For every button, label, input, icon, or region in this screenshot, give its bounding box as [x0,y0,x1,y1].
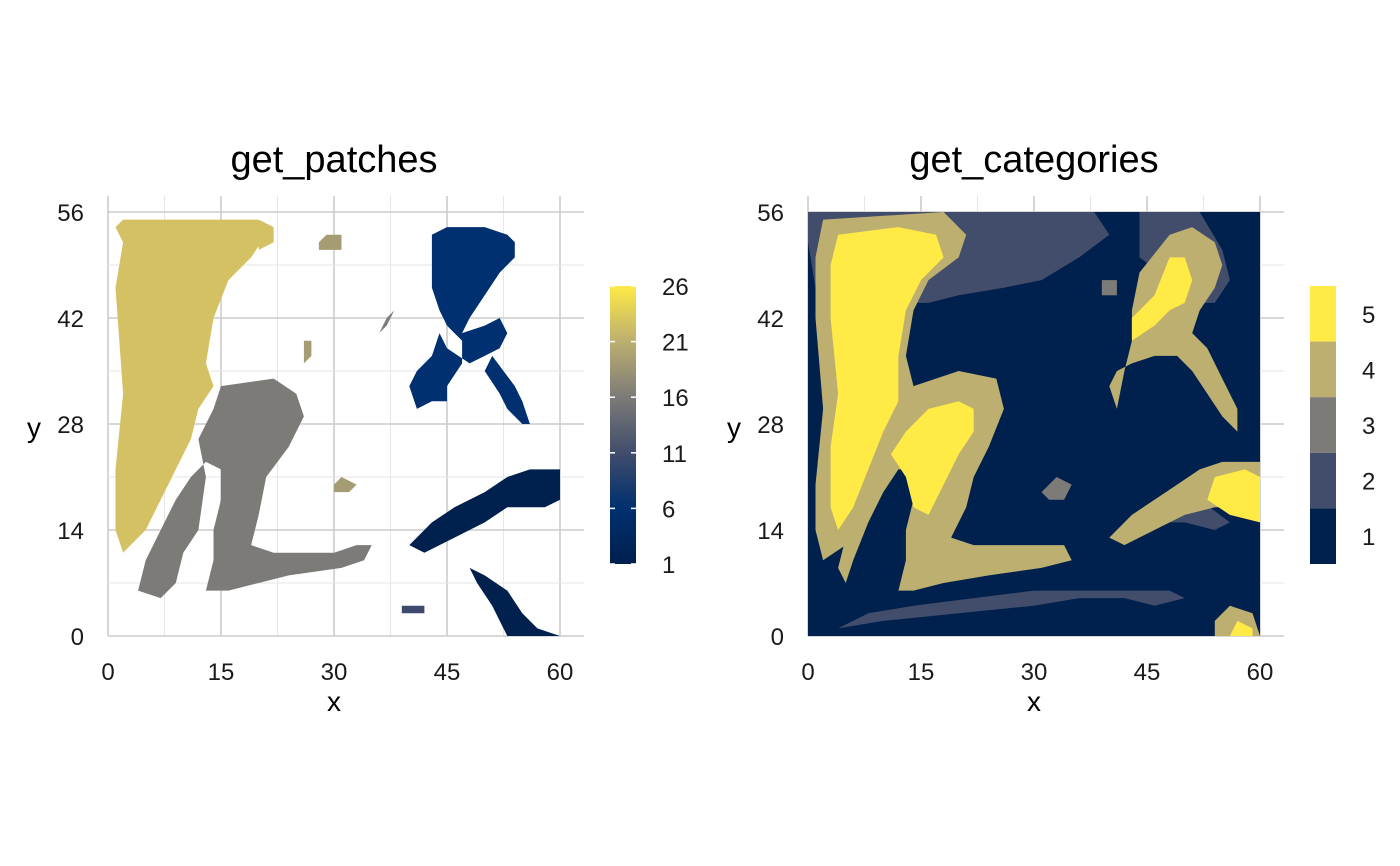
legend-label: 4 [1362,357,1375,384]
raster-patch-value-17 [334,477,357,493]
raster-patch-value-2 [838,590,1185,629]
x-tick-label: 15 [208,659,235,686]
y-tick-label: 42 [757,306,784,333]
legend-label: 2 [1362,469,1375,496]
legend-key-4 [1310,341,1336,398]
y-tick-label: 56 [57,200,84,227]
legend-label: 3 [1362,413,1375,440]
y-tick-label: 0 [71,624,84,651]
raster-patch-value-4 [484,355,530,424]
raster-patch-value-13 [379,310,395,334]
raster-patch-value-1 [409,469,560,553]
x-tick-label: 0 [101,659,114,686]
y-axis-ticks: 0 14 28 42 56 [57,200,84,651]
raster-patch-value-17 [303,340,312,364]
y-tick-label: 0 [771,624,784,651]
x-tick-label: 15 [908,659,935,686]
legend-key-3 [1310,397,1336,453]
x-tick-label: 60 [1247,659,1274,686]
chart-title: get_categories [909,139,1158,181]
raster-patch-value-5 [890,401,974,515]
x-axis-ticks: 0 15 30 45 60 [801,659,1273,686]
colorbar-tick-label: 16 [662,385,689,412]
raster-patch-value-5 [1207,469,1260,523]
raster-patch-value-5 [830,227,944,530]
x-tick-label: 45 [1134,659,1161,686]
colorbar-tick-label: 26 [662,274,689,301]
y-axis-label: y [27,412,41,443]
y-axis-label: y [727,412,741,443]
raster-patch-value-7 [401,605,425,614]
x-tick-label: 30 [1021,659,1048,686]
colorbar-tick-label: 21 [662,330,689,357]
raster-patch-value-5 [1229,620,1253,636]
raster-patch-value-4 [838,371,1072,591]
legend-label: 1 [1362,524,1375,551]
raster-layer [808,212,1260,636]
y-tick-label: 56 [757,200,784,227]
y-axis-ticks: 0 14 28 42 56 [757,200,784,651]
raster-patch-value-13 [138,378,372,599]
legend-key-2 [1310,452,1336,509]
colorbar-tick-label: 1 [662,552,675,579]
colorbar [610,286,636,564]
discrete-legend: 5 4 3 2 1 [1310,286,1375,564]
x-axis-label: x [327,686,341,717]
y-tick-label: 42 [57,306,84,333]
y-tick-label: 14 [57,518,84,545]
x-tick-label: 45 [434,659,461,686]
raster-patch-value-21 [115,219,267,553]
raster-patch-value-1 [469,567,560,636]
colorbar-tick-label: 6 [662,496,675,523]
raster-patch-value-3 [1101,280,1117,296]
raster-patch-value-5 [1131,257,1193,341]
x-tick-label: 60 [547,659,574,686]
colorbar-tick-label: 11 [662,441,687,468]
x-tick-label: 0 [801,659,814,686]
y-tick-label: 28 [757,412,784,439]
raster-patch-value-3 [1041,477,1072,500]
legend-key-1 [1310,508,1336,564]
raster-patch-value-21 [258,219,274,250]
y-tick-label: 14 [757,518,784,545]
legend-label: 5 [1362,302,1375,329]
x-axis-label: x [1027,686,1041,717]
legend-key-5 [1310,286,1336,342]
raster-patch-value-4 [1109,227,1238,432]
chart-title: get_patches [230,139,437,181]
y-tick-label: 28 [57,412,84,439]
x-tick-label: 30 [321,659,348,686]
raster-patch-value-4 [409,227,515,409]
raster-layer [115,219,560,636]
raster-patch-value-17 [318,234,342,250]
x-axis-ticks: 0 15 30 45 60 [101,659,573,686]
